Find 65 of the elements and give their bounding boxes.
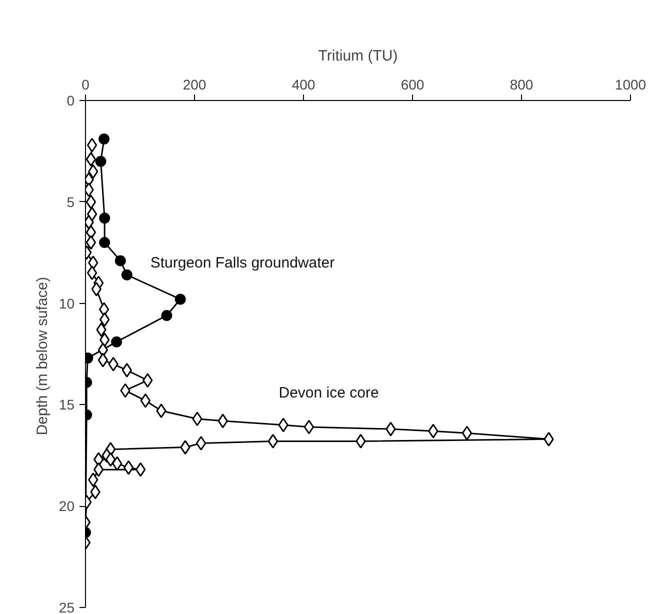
point xyxy=(98,342,108,358)
x-tick-label: 1000 xyxy=(614,76,646,92)
point xyxy=(111,336,122,348)
point xyxy=(174,294,186,305)
point xyxy=(278,418,288,432)
point xyxy=(90,484,100,500)
x-tick-label: 0 xyxy=(82,76,90,92)
y-tick-label: 10 xyxy=(58,295,75,312)
x-tick-label: 800 xyxy=(510,76,534,92)
x-tick-label: 400 xyxy=(292,76,316,92)
point xyxy=(462,426,472,440)
series-label: Devon ice core xyxy=(278,384,379,402)
point xyxy=(121,269,132,280)
point xyxy=(123,460,134,475)
point xyxy=(99,312,110,327)
point xyxy=(93,452,104,467)
y-tick-label: 5 xyxy=(66,194,75,210)
point xyxy=(88,472,98,487)
point xyxy=(88,255,98,270)
y-tick-label: 15 xyxy=(58,396,75,413)
y-tick-label: 25 xyxy=(58,600,75,614)
point xyxy=(120,383,130,398)
x-axis-title: Tritium (TU) xyxy=(318,48,398,64)
point xyxy=(304,420,314,434)
point xyxy=(99,212,110,224)
point xyxy=(268,434,278,448)
point xyxy=(140,393,151,408)
point xyxy=(356,434,366,448)
point xyxy=(122,362,132,378)
point xyxy=(428,424,438,438)
point xyxy=(86,194,96,210)
series-label: Sturgeon Falls groundwater xyxy=(150,254,335,272)
x-tick-label: 600 xyxy=(400,76,424,92)
y-axis-title: Depth (m below suface) xyxy=(34,276,51,436)
point xyxy=(98,302,110,317)
point xyxy=(112,456,122,471)
point xyxy=(86,266,98,280)
point xyxy=(88,164,98,179)
point xyxy=(96,322,106,337)
point xyxy=(161,310,172,321)
point xyxy=(86,152,96,167)
point xyxy=(218,414,228,428)
point xyxy=(99,236,110,248)
point xyxy=(108,356,118,372)
point xyxy=(156,404,166,418)
point xyxy=(86,138,98,152)
y-tick-label: 20 xyxy=(58,498,75,514)
point xyxy=(93,462,104,477)
point xyxy=(91,282,102,296)
point xyxy=(99,332,110,348)
point xyxy=(386,422,396,436)
point xyxy=(180,440,190,455)
point xyxy=(192,412,202,426)
point xyxy=(544,432,554,446)
point xyxy=(196,436,206,450)
x-tick-label: 200 xyxy=(182,76,206,92)
point xyxy=(105,452,116,467)
point xyxy=(114,255,126,266)
point xyxy=(95,156,106,167)
point xyxy=(98,352,108,368)
point xyxy=(135,462,146,477)
y-tick-label: 0 xyxy=(66,92,75,108)
point xyxy=(142,373,153,388)
point xyxy=(86,235,96,250)
point xyxy=(98,134,110,145)
